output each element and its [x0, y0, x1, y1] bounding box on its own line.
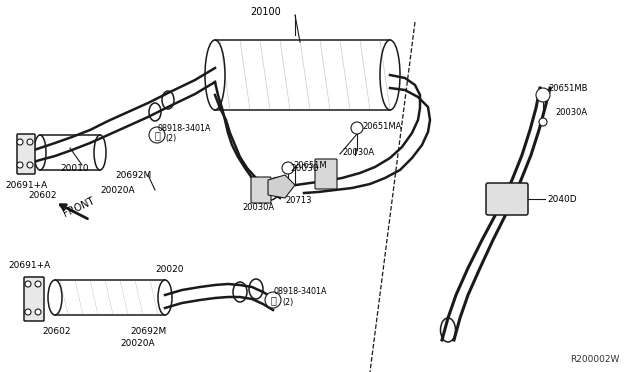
Text: 20713: 20713: [285, 196, 312, 205]
Text: 20020: 20020: [155, 266, 184, 275]
Text: 20602: 20602: [42, 327, 70, 337]
Text: (2): (2): [165, 134, 176, 142]
Circle shape: [35, 309, 41, 315]
Text: 20020A: 20020A: [100, 186, 134, 195]
Polygon shape: [268, 175, 295, 198]
Text: 20030: 20030: [290, 164, 319, 173]
Circle shape: [17, 139, 23, 145]
Text: 20100: 20100: [250, 7, 281, 17]
Text: 20651M: 20651M: [293, 160, 326, 170]
Text: 20651MA: 20651MA: [362, 122, 401, 131]
Text: 08918-3401A: 08918-3401A: [158, 124, 211, 132]
Text: 20692M: 20692M: [115, 170, 151, 180]
Circle shape: [27, 162, 33, 168]
Circle shape: [35, 281, 41, 287]
Circle shape: [149, 127, 165, 143]
Text: Ⓝ: Ⓝ: [154, 130, 160, 140]
Text: FRONT: FRONT: [62, 195, 97, 219]
Circle shape: [27, 139, 33, 145]
Circle shape: [25, 281, 31, 287]
Text: 20602: 20602: [28, 190, 56, 199]
Circle shape: [282, 162, 294, 174]
Text: 20020A: 20020A: [120, 340, 155, 349]
Text: 20030A: 20030A: [555, 108, 587, 116]
FancyBboxPatch shape: [251, 177, 271, 203]
FancyBboxPatch shape: [315, 159, 337, 189]
Text: 20692M: 20692M: [130, 327, 166, 337]
FancyBboxPatch shape: [17, 134, 35, 174]
Text: R200002W: R200002W: [570, 356, 620, 365]
Circle shape: [351, 122, 363, 134]
Text: (2): (2): [282, 298, 293, 307]
Text: 08918-3401A: 08918-3401A: [274, 286, 328, 295]
Text: 20030A: 20030A: [342, 148, 374, 157]
FancyBboxPatch shape: [24, 277, 44, 321]
Text: Ⓝ: Ⓝ: [270, 295, 276, 305]
Text: 20691+A: 20691+A: [8, 260, 51, 269]
Circle shape: [265, 292, 281, 308]
Circle shape: [539, 118, 547, 126]
Circle shape: [25, 309, 31, 315]
Circle shape: [536, 88, 550, 102]
FancyBboxPatch shape: [486, 183, 528, 215]
Text: 2040D: 2040D: [547, 195, 577, 203]
Circle shape: [17, 162, 23, 168]
Text: 20030A: 20030A: [242, 202, 274, 212]
Text: 20010: 20010: [60, 164, 88, 173]
Text: 20691+A: 20691+A: [5, 180, 47, 189]
Text: 20651MB: 20651MB: [548, 83, 588, 93]
